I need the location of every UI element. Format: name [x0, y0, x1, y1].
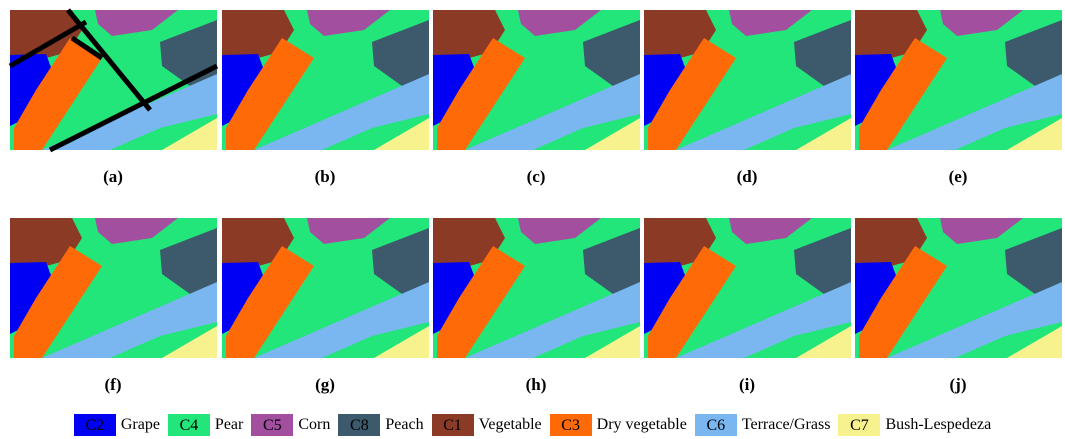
- maps: (a) (b) (c) (d) (e) (f) (g) (h) (i) (j): [0, 0, 1065, 400]
- legend-name: Pear: [215, 416, 243, 434]
- panel-label: (d): [737, 167, 758, 186]
- legend-code: C6: [695, 414, 737, 436]
- legend-code: C3: [550, 414, 592, 436]
- legend-code: C5: [251, 414, 293, 436]
- panel-label: (b): [315, 167, 336, 186]
- legend-name: Vegetable: [479, 416, 542, 434]
- figure: (a) (b) (c) (d) (e) (f) (g) (h) (i) (j) C2 Grape C4…: [0, 0, 1065, 439]
- panel-label: (j): [950, 375, 967, 394]
- legend-name: Bush-Lespedeza: [885, 416, 991, 434]
- classification-map: [855, 10, 1062, 150]
- legend-code: C7: [838, 414, 880, 436]
- legend-item: C2 Grape: [74, 414, 160, 436]
- legend-item: C8 Peach: [338, 414, 423, 436]
- legend-item: C1 Vegetable: [432, 414, 542, 436]
- legend-code: C4: [168, 414, 210, 436]
- legend-code: C2: [74, 414, 116, 436]
- legend-name: Corn: [298, 416, 330, 434]
- legend: C2 Grape C4 Pear C5 Corn C8 Peach C1 Vegetable C3 D…: [0, 414, 1065, 436]
- classification-map: [855, 218, 1062, 358]
- legend-item: C6 Terrace/Grass: [695, 414, 831, 436]
- legend-name: Peach: [385, 416, 423, 434]
- legend-name: Dry vegetable: [597, 416, 687, 434]
- legend-name: Grape: [121, 416, 160, 434]
- classification-map: [10, 10, 217, 150]
- classification-map: [222, 10, 429, 150]
- legend-item: C7 Bush-Lespedeza: [838, 414, 991, 436]
- legend-item: C3 Dry vegetable: [550, 414, 687, 436]
- classification-map: [222, 218, 429, 358]
- classification-map: [10, 218, 217, 358]
- classification-map: [433, 218, 640, 358]
- legend-code: C1: [432, 414, 474, 436]
- legend-code: C8: [338, 414, 380, 436]
- legend-name: Terrace/Grass: [742, 416, 831, 434]
- panel-label: (a): [103, 167, 123, 186]
- classification-map: [644, 10, 851, 150]
- panel-label: (f): [105, 375, 122, 394]
- legend-item: C5 Corn: [251, 414, 330, 436]
- classification-map: [433, 10, 640, 150]
- panel-label: (c): [527, 167, 546, 186]
- panel-label: (h): [526, 375, 547, 394]
- classification-map: [644, 218, 851, 358]
- panel-label: (i): [739, 375, 755, 394]
- panel-label: (g): [315, 375, 335, 394]
- legend-item: C4 Pear: [168, 414, 243, 436]
- panel-label: (e): [949, 167, 968, 186]
